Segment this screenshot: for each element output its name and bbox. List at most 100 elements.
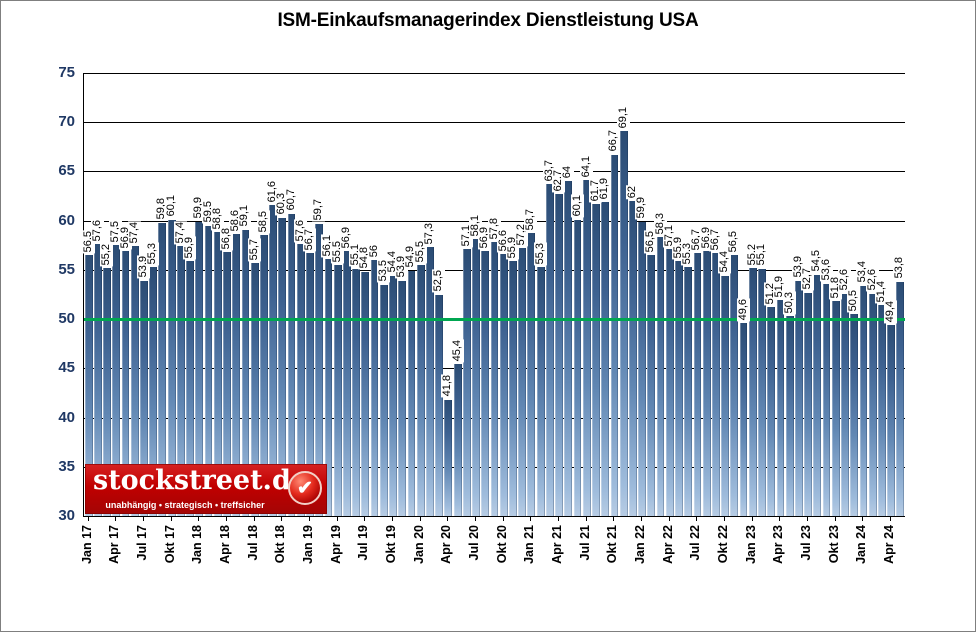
bar bbox=[795, 280, 803, 516]
bar bbox=[675, 261, 683, 516]
x-tick-mark bbox=[392, 516, 394, 521]
bar bbox=[748, 267, 757, 516]
bar bbox=[204, 225, 213, 516]
bar bbox=[158, 222, 167, 516]
y-tick-label: 65 bbox=[58, 162, 75, 180]
x-tick-mark bbox=[225, 516, 227, 521]
bar bbox=[112, 245, 121, 516]
bar bbox=[389, 275, 397, 516]
bar-value-label: 59,7 bbox=[312, 198, 326, 222]
bar bbox=[287, 213, 296, 516]
x-tick-label: Jan 23 bbox=[743, 525, 758, 564]
x-tick-label: Apr 17 bbox=[107, 525, 122, 564]
bar bbox=[767, 307, 776, 516]
bar-value-label: 59,9 bbox=[635, 196, 649, 220]
bar bbox=[739, 323, 748, 516]
x-tick-label: Okt 19 bbox=[384, 525, 399, 564]
x-tick-label: Okt 22 bbox=[716, 525, 731, 564]
bar-value-label: 60,7 bbox=[284, 188, 298, 212]
bar-value-label: 55,1 bbox=[755, 243, 769, 267]
bar bbox=[472, 239, 480, 516]
bar bbox=[628, 200, 637, 516]
bar-value-label: 55,3 bbox=[146, 241, 160, 265]
bar bbox=[527, 233, 536, 516]
bar bbox=[785, 316, 794, 516]
bar bbox=[804, 292, 813, 516]
x-tick-mark bbox=[834, 516, 836, 521]
x-tick-mark bbox=[87, 516, 89, 521]
logo-brand-text: stockstreet.de bbox=[93, 465, 309, 496]
y-tick-label: 30 bbox=[58, 507, 75, 524]
bar-value-label: 52,6 bbox=[838, 268, 852, 292]
y-tick-label: 60 bbox=[58, 211, 75, 229]
x-tick-label: Jul 23 bbox=[799, 525, 814, 561]
bar bbox=[656, 237, 665, 516]
gridline bbox=[84, 73, 905, 74]
bar bbox=[278, 217, 287, 516]
bar bbox=[776, 300, 785, 516]
bar-value-label: 49,6 bbox=[736, 297, 750, 322]
bar bbox=[149, 266, 158, 516]
bar bbox=[813, 274, 822, 516]
x-tick-mark bbox=[751, 516, 753, 521]
bar-value-label: 59,1 bbox=[238, 204, 252, 228]
bar bbox=[379, 284, 388, 516]
bar-value-label: 55,7 bbox=[247, 237, 261, 261]
x-tick-label: Jul 22 bbox=[688, 525, 703, 561]
bar bbox=[324, 259, 333, 516]
plot-area: 56,5 57,6 55,2 57,5 56,9 57,4 53,9 55,3 59,8 60,1… bbox=[81, 73, 907, 517]
bar bbox=[711, 253, 720, 516]
bar-value-label: 60,1 bbox=[164, 194, 178, 218]
x-tick-mark bbox=[779, 516, 781, 521]
x-tick-label: Jan 22 bbox=[633, 525, 648, 564]
bar bbox=[499, 254, 508, 516]
bar bbox=[490, 242, 499, 516]
bar-value-label: 64 bbox=[561, 165, 575, 180]
bar bbox=[186, 261, 194, 516]
bar bbox=[693, 253, 702, 516]
bar bbox=[167, 219, 176, 516]
bar bbox=[84, 255, 93, 516]
bar bbox=[426, 247, 434, 516]
bar bbox=[684, 266, 693, 516]
bar bbox=[481, 251, 490, 516]
x-tick-label: Okt 20 bbox=[494, 525, 509, 564]
bar bbox=[333, 264, 342, 516]
x-tick-mark bbox=[364, 516, 366, 521]
x-tick-mark bbox=[862, 516, 864, 521]
bar bbox=[140, 280, 148, 516]
x-tick-label: Jan 19 bbox=[301, 525, 315, 564]
bar bbox=[601, 201, 610, 516]
bar bbox=[195, 221, 204, 516]
bar bbox=[342, 251, 351, 516]
bar bbox=[259, 235, 268, 516]
bar bbox=[462, 249, 471, 516]
bar-value-label: 41,8 bbox=[441, 374, 455, 398]
x-tick-mark bbox=[613, 516, 615, 521]
bar bbox=[555, 194, 563, 516]
bar bbox=[241, 229, 250, 516]
x-tick-mark bbox=[724, 516, 726, 521]
bar-value-label: 56 bbox=[367, 243, 381, 259]
bar bbox=[887, 325, 896, 516]
x-tick-label: Jan 20 bbox=[411, 525, 426, 564]
bar bbox=[296, 244, 305, 516]
bar-value-label: 55,3 bbox=[533, 241, 547, 265]
x-tick-mark bbox=[115, 516, 117, 521]
x-tick-label: Apr 18 bbox=[217, 525, 232, 564]
x-tick-mark bbox=[281, 516, 283, 521]
bar-value-label: 52,5 bbox=[432, 269, 446, 293]
bar bbox=[176, 246, 185, 516]
logo-tagline-text: unabhängig • strategisch • treffsicher bbox=[105, 500, 265, 510]
check-glyph: ✔ bbox=[297, 477, 313, 499]
x-tick-mark bbox=[198, 516, 200, 521]
x-tick-label: Apr 22 bbox=[660, 525, 675, 564]
bar bbox=[841, 293, 849, 516]
x-tick-mark bbox=[475, 516, 477, 521]
x-tick-mark bbox=[253, 516, 255, 521]
bar bbox=[103, 267, 111, 516]
bar bbox=[435, 294, 444, 516]
y-tick-label: 35 bbox=[58, 457, 75, 475]
bar-value-label: 53,8 bbox=[893, 256, 907, 280]
bar bbox=[306, 253, 314, 516]
